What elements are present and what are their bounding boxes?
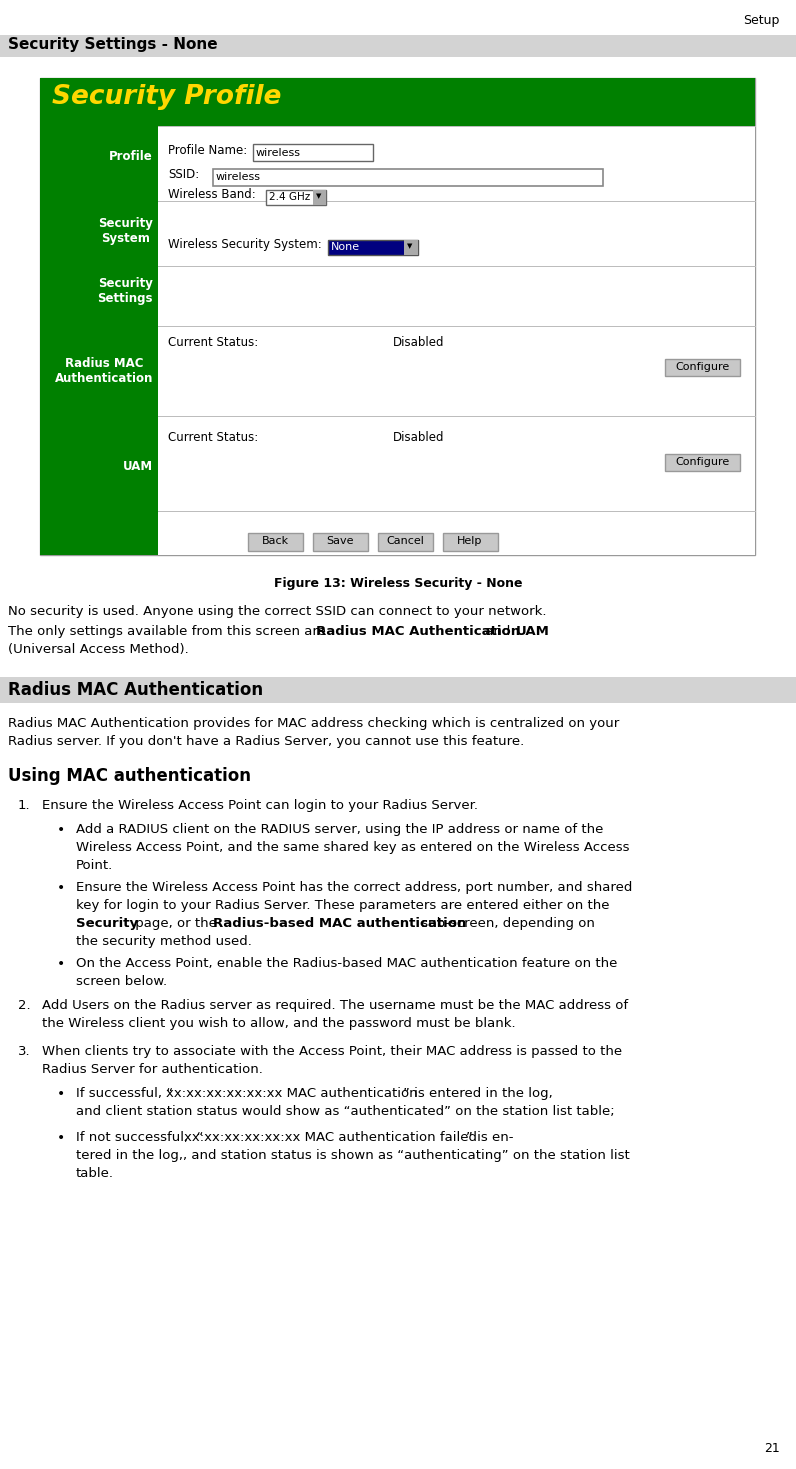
Text: On the Access Point, enable the Radius-based MAC authentication feature on the: On the Access Point, enable the Radius-b…: [76, 956, 618, 970]
Bar: [0, 35, 796, 57]
Text: Security Profile: Security Profile: [52, 84, 281, 110]
Bar: [404, 239, 418, 256]
Text: ” is entered in the log,: ” is entered in the log,: [403, 1087, 552, 1100]
Bar: [266, 190, 326, 206]
Bar: [313, 190, 326, 206]
Text: None: None: [331, 242, 360, 253]
Bar: [40, 78, 755, 126]
Text: Save: Save: [326, 536, 353, 546]
Text: Setup: Setup: [743, 15, 780, 26]
Text: screen below.: screen below.: [76, 975, 167, 989]
Text: the security method used.: the security method used.: [76, 934, 252, 948]
Text: ▼: ▼: [316, 192, 322, 198]
Text: wireless: wireless: [216, 172, 261, 182]
Text: and client station status would show as “authenticated” on the station list tabl: and client station status would show as …: [76, 1105, 615, 1118]
Text: •: •: [57, 881, 65, 895]
Text: key for login to your Radius Server. These parameters are entered either on the: key for login to your Radius Server. The…: [76, 899, 610, 912]
Text: If not successful,  “: If not successful, “: [76, 1131, 204, 1144]
Text: Back: Back: [261, 536, 289, 546]
Text: ▼: ▼: [408, 242, 412, 250]
Text: Radius server. If you don't have a Radius Server, you cannot use this feature.: Radius server. If you don't have a Radiu…: [8, 734, 525, 748]
FancyBboxPatch shape: [213, 169, 603, 187]
Text: UAM: UAM: [123, 460, 153, 473]
Text: 3.: 3.: [18, 1044, 30, 1058]
Text: Using MAC authentication: Using MAC authentication: [8, 767, 251, 784]
Text: wireless: wireless: [256, 148, 301, 159]
Text: (Universal Access Method).: (Universal Access Method).: [8, 643, 189, 657]
Text: xx:xx:xx:xx:xx:xx MAC authentication: xx:xx:xx:xx:xx:xx MAC authentication: [166, 1087, 418, 1100]
Bar: [665, 454, 740, 472]
Text: Current Status:: Current Status:: [168, 430, 258, 444]
Text: 1.: 1.: [18, 799, 30, 812]
Text: Ensure the Wireless Access Point has the correct address, port number, and share: Ensure the Wireless Access Point has the…: [76, 881, 632, 895]
Text: Wireless Security System:: Wireless Security System:: [168, 238, 322, 251]
Text: UAM: UAM: [516, 624, 550, 638]
Text: and: and: [481, 624, 515, 638]
Bar: [158, 126, 755, 555]
Text: Radius Server for authentication.: Radius Server for authentication.: [42, 1064, 263, 1075]
Text: Wireless Band:: Wireless Band:: [168, 188, 256, 201]
Text: Radius MAC Authentication provides for MAC address checking which is centralized: Radius MAC Authentication provides for M…: [8, 717, 619, 730]
Bar: [253, 144, 373, 162]
Text: Cancel: Cancel: [386, 536, 424, 546]
Text: Configure: Configure: [675, 457, 729, 467]
Text: Profile: Profile: [109, 150, 153, 163]
Text: Radius-based MAC authentication: Radius-based MAC authentication: [213, 917, 466, 930]
Bar: [328, 239, 418, 256]
Text: Radius MAC
Authentication: Radius MAC Authentication: [55, 357, 153, 385]
Text: Disabled: Disabled: [393, 430, 444, 444]
Bar: [248, 533, 303, 551]
Bar: [213, 169, 603, 187]
Text: •: •: [57, 823, 65, 837]
Bar: [313, 533, 368, 551]
Text: 21: 21: [764, 1443, 780, 1454]
Text: ” is en-: ” is en-: [466, 1131, 513, 1144]
Text: xx:xx:xx:xx:xx:xx MAC authentication failed: xx:xx:xx:xx:xx:xx MAC authentication fai…: [184, 1131, 477, 1144]
Text: Security
System: Security System: [98, 217, 153, 245]
Text: Ensure the Wireless Access Point can login to your Radius Server.: Ensure the Wireless Access Point can log…: [42, 799, 478, 812]
Text: Profile Name:: Profile Name:: [168, 144, 248, 157]
Text: page, or the: page, or the: [131, 917, 221, 930]
Text: Security Settings - None: Security Settings - None: [8, 37, 217, 51]
Bar: [40, 126, 158, 555]
Text: Help: Help: [458, 536, 482, 546]
Text: If successful, “: If successful, “: [76, 1087, 173, 1100]
Text: Security: Security: [76, 917, 139, 930]
Bar: [0, 677, 796, 704]
Text: Disabled: Disabled: [393, 336, 444, 350]
Text: table.: table.: [76, 1166, 114, 1180]
Text: Current Status:: Current Status:: [168, 336, 258, 350]
Text: No security is used. Anyone using the correct SSID can connect to your network.: No security is used. Anyone using the co…: [8, 605, 547, 618]
Text: 2.: 2.: [18, 999, 30, 1012]
Text: 2.4 GHz: 2.4 GHz: [269, 192, 310, 203]
Text: Figure 13: Wireless Security - None: Figure 13: Wireless Security - None: [274, 577, 522, 591]
Text: sub-screen, depending on: sub-screen, depending on: [417, 917, 595, 930]
Bar: [40, 78, 755, 555]
Text: Add Users on the Radius server as required. The username must be the MAC address: Add Users on the Radius server as requir…: [42, 999, 628, 1012]
Text: •: •: [57, 956, 65, 971]
Text: Radius MAC Authentication: Radius MAC Authentication: [316, 624, 520, 638]
Text: tered in the log,, and station status is shown as “authenticating” on the statio: tered in the log,, and station status is…: [76, 1149, 630, 1162]
Text: Configure: Configure: [675, 361, 729, 372]
Text: Radius MAC Authentication: Radius MAC Authentication: [8, 682, 263, 699]
Bar: [443, 533, 498, 551]
Text: Point.: Point.: [76, 859, 113, 873]
Text: •: •: [57, 1087, 65, 1100]
Text: Wireless Access Point, and the same shared key as entered on the Wireless Access: Wireless Access Point, and the same shar…: [76, 840, 630, 853]
Bar: [665, 358, 740, 376]
Text: Security
Settings: Security Settings: [97, 278, 153, 306]
Text: Add a RADIUS client on the RADIUS server, using the IP address or name of the: Add a RADIUS client on the RADIUS server…: [76, 823, 603, 836]
Text: When clients try to associate with the Access Point, their MAC address is passed: When clients try to associate with the A…: [42, 1044, 622, 1058]
Bar: [378, 533, 433, 551]
Text: •: •: [57, 1131, 65, 1144]
Text: the Wireless client you wish to allow, and the password must be blank.: the Wireless client you wish to allow, a…: [42, 1017, 516, 1030]
Text: SSID:: SSID:: [168, 167, 199, 181]
Text: The only settings available from this screen are: The only settings available from this sc…: [8, 624, 330, 638]
